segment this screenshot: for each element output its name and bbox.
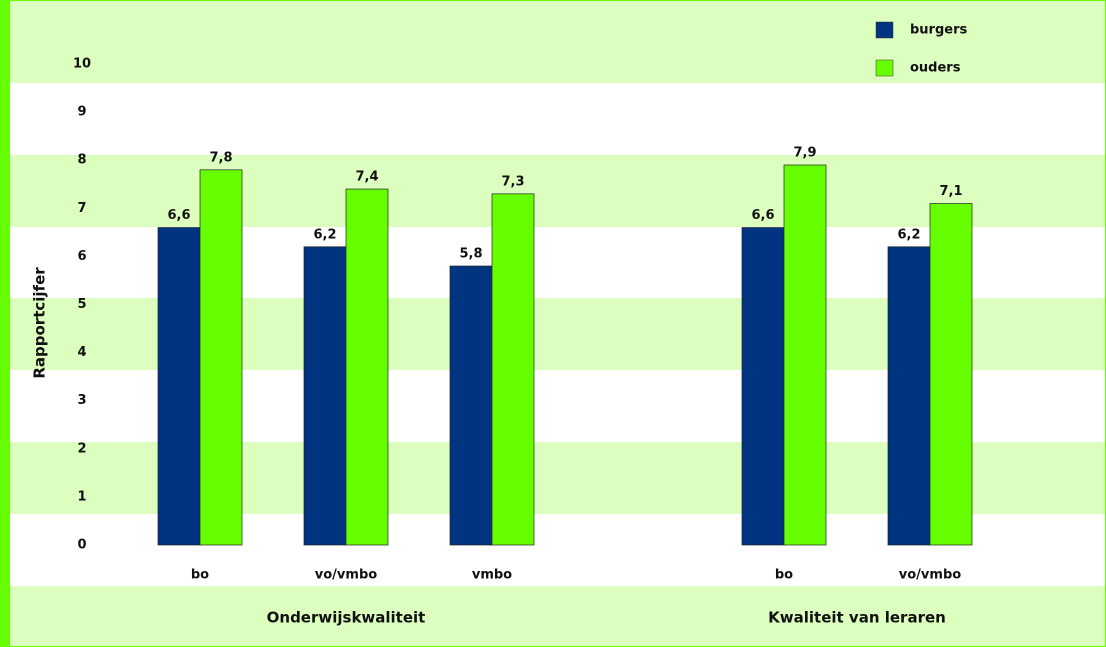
- value-label: 6,6: [751, 208, 774, 223]
- bar: [783, 164, 827, 546]
- value-label: 7,3: [501, 174, 524, 189]
- legend-swatch: [875, 21, 894, 39]
- value-label: 7,1: [939, 184, 962, 199]
- y-tick-label: 7: [77, 201, 86, 216]
- bar: [199, 169, 243, 546]
- legend-label: burgers: [910, 23, 968, 38]
- value-label: 6,2: [897, 227, 920, 242]
- legend-swatch: [875, 59, 894, 77]
- value-label: 7,9: [793, 146, 816, 161]
- bar: [741, 227, 785, 546]
- y-tick-label: 0: [77, 538, 86, 553]
- value-label: 7,4: [355, 170, 378, 185]
- y-tick-label: 4: [77, 345, 86, 360]
- bar: [929, 203, 973, 546]
- bar: [887, 246, 931, 546]
- group-label: Onderwijskwaliteit: [267, 609, 426, 627]
- bar: [449, 265, 493, 546]
- value-label: 6,2: [313, 227, 336, 242]
- x-tick-label: vo/vmbo: [315, 568, 377, 583]
- y-tick-label: 1: [77, 489, 86, 504]
- legend-label: ouders: [910, 61, 961, 76]
- bar: [303, 246, 347, 546]
- x-tick-label: vo/vmbo: [899, 568, 961, 583]
- y-axis-label: Rapportcijfer: [31, 267, 49, 379]
- y-tick-label: 5: [77, 297, 86, 312]
- value-label: 7,8: [209, 150, 232, 165]
- x-tick-label: vmbo: [472, 568, 512, 583]
- y-tick-label: 3: [77, 393, 86, 408]
- bar: [491, 193, 535, 546]
- y-tick-label: 2: [77, 441, 86, 456]
- value-label: 5,8: [459, 247, 482, 262]
- y-tick-label: 8: [77, 153, 86, 168]
- x-tick-label: bo: [775, 568, 793, 583]
- y-tick-label: 10: [73, 57, 91, 72]
- x-tick-label: bo: [191, 568, 209, 583]
- y-tick-label: 6: [77, 249, 86, 264]
- group-label: Kwaliteit van leraren: [768, 609, 946, 627]
- bar: [345, 188, 389, 546]
- value-label: 6,6: [167, 208, 190, 223]
- bar: [157, 227, 201, 546]
- y-tick-label: 9: [77, 105, 86, 120]
